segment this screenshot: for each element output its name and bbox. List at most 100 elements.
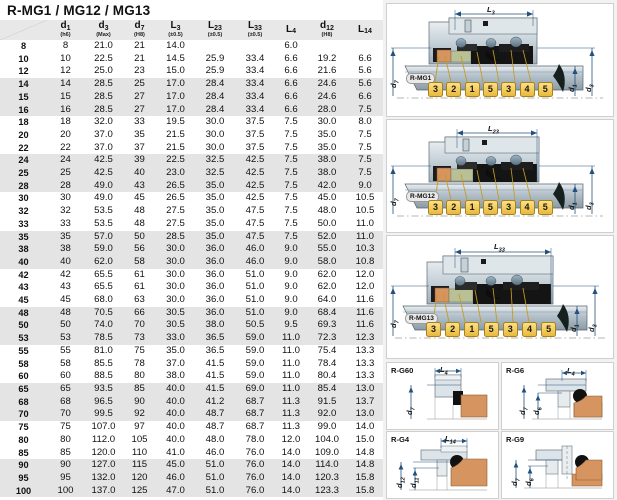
cell-value: 80.4 — [317, 370, 337, 382]
cell-value: 65.5 — [94, 281, 113, 293]
cell-value: 46.0 — [205, 446, 225, 458]
cell-value: 25.9 — [205, 65, 225, 77]
cell-value: 78.0 — [245, 433, 265, 445]
table-row: 10 10 22.5 21 14.5 25.9 33.4 6.6 19.2 6.6 — [0, 53, 383, 66]
cell-value: 14 — [47, 78, 84, 91]
cell-value: 32.0 — [94, 116, 113, 128]
cell-value: 40.0 — [156, 395, 195, 409]
cell-value: 36.0 — [205, 281, 225, 293]
cell-value: 53.5 — [94, 217, 113, 229]
cell-value: 104.0 — [314, 433, 339, 445]
cell-value: 56 — [123, 243, 156, 256]
cell-value: 95 — [47, 471, 84, 485]
dimension-label-l4-g60: L4 — [440, 365, 448, 377]
header-symbol: L4 — [285, 23, 296, 35]
header-tolerance: (±0.5) — [168, 32, 183, 38]
table-header-l23: L23 (±0.5) — [195, 20, 235, 40]
cell-value: 120.3 — [307, 471, 347, 485]
cell-value: 28.4 — [195, 103, 235, 117]
cell-value: 76.0 — [235, 484, 275, 498]
table-row: 90 90 127.0 115 45.0 51.0 76.0 14.0 114.0 14.8 — [0, 459, 383, 472]
cell-value: 92 — [123, 408, 156, 422]
cell-value: 7.5 — [275, 230, 307, 244]
cell-value: 11.0 — [282, 357, 300, 369]
cell-value: 65.5 — [94, 268, 113, 280]
cell-value: 7.5 — [275, 154, 307, 168]
cell-size: 43 — [18, 282, 29, 293]
cell-value: 90 — [47, 459, 84, 472]
cell-value: 6.6 — [347, 90, 383, 104]
cell-value: 40 — [123, 167, 156, 180]
dimension-label-d3-right-mg13: d3 — [587, 324, 599, 332]
table-row: 80 80 112.0 105 40.0 48.0 78.0 12.0 104.0 15.0 — [0, 434, 383, 447]
cell-value: 35 — [134, 128, 145, 140]
cell-value — [307, 40, 347, 53]
cell-value: 75 — [134, 344, 145, 356]
cell-value: 30.0 — [205, 128, 225, 140]
cell-value: 132.0 — [84, 471, 123, 485]
r-mg1-drawing — [390, 10, 603, 99]
cell-value: 9.0 — [275, 255, 307, 269]
cell-value: 36.0 — [195, 255, 235, 269]
seal-type-tag-r-mg13: R-MG13 — [405, 313, 438, 324]
cell-value: 12.0 — [281, 433, 301, 445]
r-g4-drawing — [398, 438, 488, 491]
dimension-label-d7-g9: d7 — [510, 478, 522, 486]
callout-number: 5 — [537, 82, 553, 97]
cell-value: 99.5 — [84, 408, 123, 422]
cell-value: 11.6 — [356, 294, 374, 306]
cell-size: 12 — [18, 66, 29, 77]
cell-value: 10 — [60, 52, 71, 64]
small-diagram-title-r-g9: R-G9 — [506, 435, 525, 444]
cell-value: 7.5 — [284, 141, 298, 153]
r-mg12-drawing — [390, 129, 603, 217]
cell-value: 45 — [134, 192, 145, 204]
cell-value: 41.5 — [205, 357, 225, 369]
cell-size: 16 — [0, 103, 47, 117]
dimension-label-d6-g6: d6 — [532, 407, 544, 415]
cell-value: 68.4 — [307, 306, 347, 320]
table-row: 100 100 137.0 125 47.0 51.0 76.0 14.0 123.3 15.8 — [0, 484, 383, 498]
dimension-label-d3-right: d3 — [584, 84, 596, 92]
cell-value: 33.4 — [235, 78, 275, 91]
cell-value: 11.0 — [275, 332, 307, 345]
cell-value: 41.5 — [195, 382, 235, 396]
cell-value: 14.0 — [355, 421, 375, 433]
cell-size: 38 — [0, 243, 47, 256]
cell-value: 59.0 — [235, 332, 275, 345]
cell-value: 74.0 — [84, 319, 123, 333]
cell-value: 68 — [47, 395, 84, 409]
cell-value: 80 — [60, 433, 71, 445]
cell-value: 41.2 — [195, 395, 235, 409]
header-symbol: L14 — [358, 23, 372, 35]
cell-value: 23.0 — [156, 167, 195, 180]
cell-value: 6.6 — [275, 78, 307, 91]
callout-number: 1 — [464, 200, 480, 215]
cell-value: 85.5 — [94, 357, 113, 369]
cell-value: 46.0 — [156, 471, 195, 485]
cell-value: 76.0 — [235, 471, 275, 485]
cell-value: 42.5 — [235, 154, 275, 168]
cell-value: 35.0 — [205, 205, 225, 217]
r-mg13-drawing — [390, 248, 605, 339]
cell-value: 7.5 — [358, 128, 372, 140]
cell-value: 30.0 — [166, 294, 185, 306]
cell-value: 125 — [123, 484, 156, 498]
cell-value: 13.0 — [347, 382, 383, 396]
seal-type-tag-r-mg1: R-MG1 — [406, 73, 436, 84]
dimension-label-l4-g6: L4 — [567, 366, 575, 378]
cell-size: 28 — [0, 179, 47, 193]
cell-value: 59.0 — [84, 243, 123, 256]
cell-size: 30 — [18, 193, 29, 204]
cell-value: 7.5 — [284, 116, 298, 128]
cell-value: 45 — [60, 294, 71, 306]
cell-value: 35.0 — [205, 217, 225, 229]
cell-value: 9.0 — [284, 294, 298, 306]
table-row: 12 12 25.0 23 15.0 25.9 33.4 6.6 21.6 5.6 — [0, 65, 383, 78]
cell-value: 41.0 — [166, 446, 185, 458]
corner-slash — [0, 20, 47, 40]
cell-value: 40.0 — [156, 382, 195, 396]
cell-value: 62.0 — [317, 281, 337, 293]
header-symbol: L23 — [208, 20, 222, 32]
cell-value: 48 — [134, 217, 145, 229]
